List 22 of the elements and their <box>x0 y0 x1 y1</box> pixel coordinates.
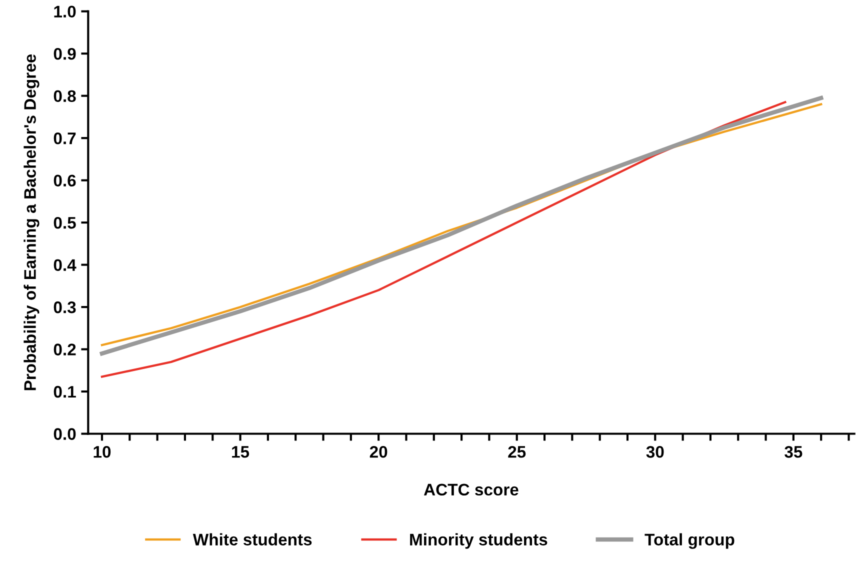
y-tick-label: 0.4 <box>54 259 76 271</box>
x-tick-label: 35 <box>784 446 802 458</box>
legend-label: Total group <box>644 533 734 549</box>
y-tick-label: 0.0 <box>54 428 76 440</box>
y-tick-label: 0.7 <box>54 132 76 144</box>
y-tick-label: 0.3 <box>54 301 76 314</box>
y-tick-label: 0.5 <box>54 216 76 229</box>
x-tick-label: 10 <box>94 446 111 458</box>
x-tick-label: 20 <box>370 446 388 458</box>
y-tick-label: 0.6 <box>54 174 76 187</box>
x-axis-title: ACTC score <box>424 484 518 496</box>
y-tick-label: 0.9 <box>54 48 76 60</box>
y-tick-label: 0.8 <box>54 90 76 102</box>
y-axis-title: Probability of Earning a Bachelor's Degree <box>24 54 40 390</box>
x-tick-label: 15 <box>232 446 250 458</box>
y-tick-label: 0.1 <box>54 386 76 398</box>
y-tick-label: 0.2 <box>54 344 76 356</box>
legend-label: Minority students <box>410 533 548 549</box>
legend-label: White students <box>192 533 312 546</box>
x-tick-label: 25 <box>508 446 526 458</box>
y-tick-label: 1.0 <box>54 6 76 18</box>
x-tick-label: 30 <box>646 446 664 458</box>
